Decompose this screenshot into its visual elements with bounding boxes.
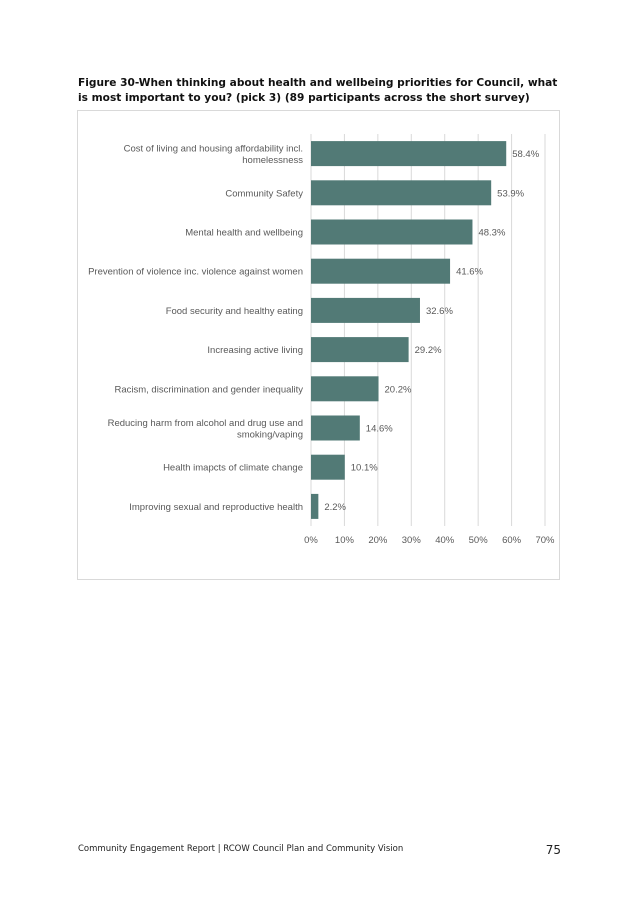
data-label-7: 14.6% (366, 424, 393, 435)
page-number: 75 (545, 843, 561, 857)
x-tick-labels: 0% 10% 20% 30% 40% 50% 60% 70% (304, 535, 555, 546)
bar-8 (311, 454, 345, 480)
category-label-8: Health imapcts of climate change (163, 463, 303, 474)
x-tick-label-7: 70% (535, 535, 555, 546)
bar-1 (311, 180, 492, 206)
category-label-7: Reducing harm from alcohol and drug use … (108, 418, 303, 441)
category-label-line: Improving sexual and reproductive health (129, 502, 303, 513)
x-tick-label-2: 20% (368, 535, 388, 546)
x-tick-label-3: 30% (402, 535, 422, 546)
category-label-1: Community Safety (225, 188, 303, 199)
category-label-2: Mental health and wellbeing (185, 228, 303, 239)
category-label-line: Health imapcts of climate change (163, 463, 303, 474)
bar-2 (311, 219, 473, 245)
footer-text: Community Engagement Report | RCOW Counc… (78, 844, 404, 854)
data-label-6: 20.2% (385, 384, 412, 395)
x-tick-label-0: 0% (304, 535, 318, 546)
category-label-5: Increasing active living (207, 345, 303, 356)
data-label-3: 41.6% (456, 267, 483, 278)
data-label-0: 58.4% (512, 149, 539, 160)
x-tick-label-6: 60% (502, 535, 522, 546)
category-label-4: Food security and healthy eating (166, 306, 303, 317)
x-tick-label-1: 10% (335, 535, 355, 546)
category-label-line: Prevention of violence inc. violence aga… (88, 267, 303, 278)
category-label-line: Food security and healthy eating (166, 306, 303, 317)
figure-title: Figure 30-When thinking about health and… (78, 77, 558, 104)
category-label-6: Racism, discrimination and gender inequa… (114, 384, 303, 395)
category-label-line: Increasing active living (207, 345, 303, 356)
bar-3 (311, 258, 451, 284)
bar-6 (311, 376, 379, 402)
data-label-2: 48.3% (478, 228, 505, 239)
data-labels: 58.4% 53.9% 48.3% 41.6% 32.6% 29.2% 20.2% 14.6%… (324, 149, 539, 513)
x-tick-label-5: 50% (469, 535, 489, 546)
category-label-3: Prevention of violence inc. violence aga… (88, 267, 303, 278)
category-label-line: smoking/vaping (237, 429, 303, 440)
bar-7 (311, 415, 360, 441)
chart-container: 58.4% 53.9% 48.3% 41.6% 32.6% 29.2% 20.2% 14.6%… (77, 110, 560, 580)
category-label-line: Mental health and wellbeing (185, 228, 303, 239)
data-label-8: 10.1% (351, 463, 378, 474)
bar-chart: 58.4% 53.9% 48.3% 41.6% 32.6% 29.2% 20.2% 14.6%… (88, 134, 555, 546)
data-label-5: 29.2% (415, 345, 442, 356)
x-tick-label-4: 40% (435, 535, 455, 546)
bar-9 (311, 493, 319, 519)
category-label-line: Cost of living and housing affordability… (124, 143, 303, 154)
category-labels: Cost of living and housing affordability… (88, 143, 303, 513)
category-label-line: Community Safety (225, 188, 303, 199)
category-label-9: Improving sexual and reproductive health (129, 502, 303, 513)
data-label-1: 53.9% (497, 188, 524, 199)
data-label-4: 32.6% (426, 306, 453, 317)
category-label-line: homelessness (242, 155, 303, 166)
data-label-9: 2.2% (324, 502, 346, 513)
category-label-0: Cost of living and housing affordability… (124, 143, 304, 166)
category-label-line: Racism, discrimination and gender inequa… (114, 384, 303, 395)
category-label-line: Reducing harm from alcohol and drug use … (108, 418, 303, 429)
bar-0 (311, 141, 507, 167)
bar-4 (311, 297, 420, 323)
bars (311, 141, 507, 519)
bar-5 (311, 337, 409, 363)
